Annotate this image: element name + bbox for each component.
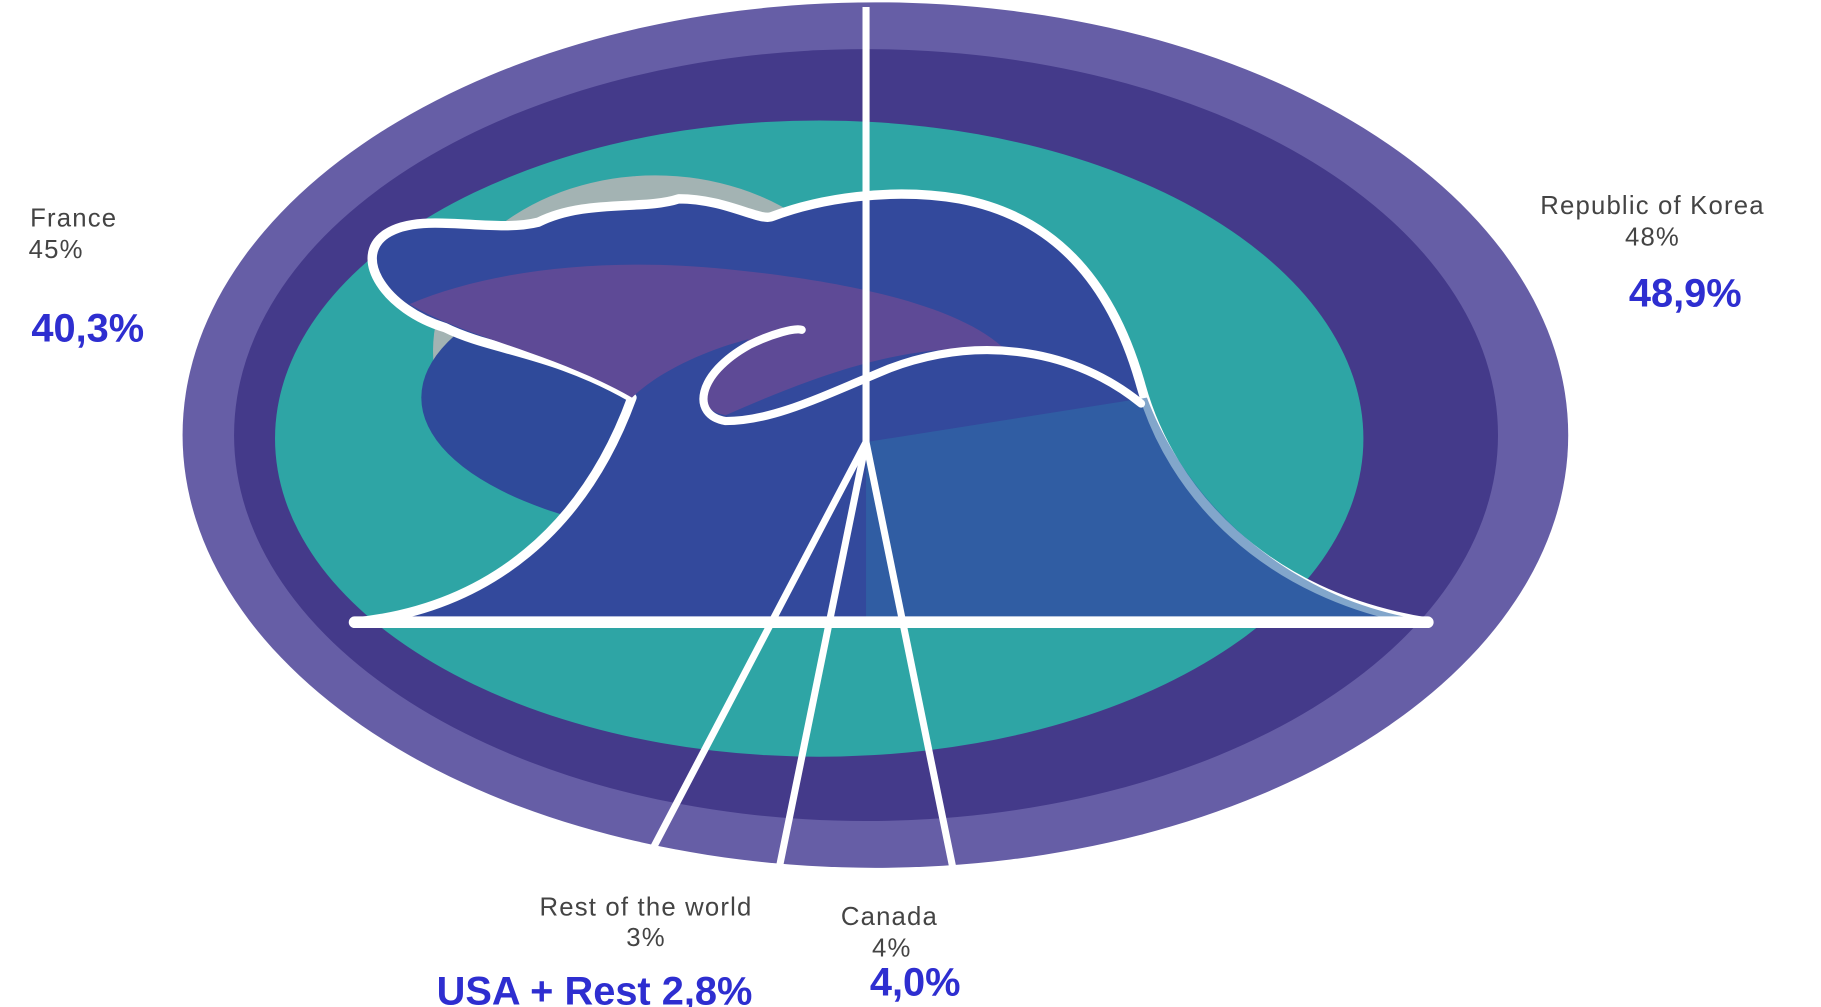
pie-slice: [866, 7, 1568, 874]
wave-highlight: [866, 397, 1422, 620]
category-label: Republic of Korea: [1540, 192, 1764, 220]
pie: [645, 7, 1568, 875]
annotation: 48,9%: [1629, 271, 1742, 315]
category-label: Canada: [841, 903, 938, 931]
category-label: France: [30, 205, 117, 233]
value-label: 48%: [1625, 223, 1680, 251]
slice-divider: [774, 441, 870, 875]
category-label: Rest of the world: [540, 894, 753, 922]
slice-divider: [862, 441, 958, 875]
annotation: USA + Rest 2,8%: [437, 970, 753, 1007]
value-label: 4%: [872, 934, 912, 962]
slice-divider: [645, 440, 870, 858]
labels: Republic of Korea 48% 48,9% Canada 4%4,0% Res…: [29, 192, 1764, 1007]
value-label: 3%: [626, 924, 666, 952]
value-label: 45%: [29, 236, 84, 264]
wave-line: [699, 325, 1146, 426]
annotation: 4,0%: [870, 960, 961, 1004]
wave-curl: [409, 264, 1007, 416]
annotation: 40,3%: [31, 306, 144, 350]
